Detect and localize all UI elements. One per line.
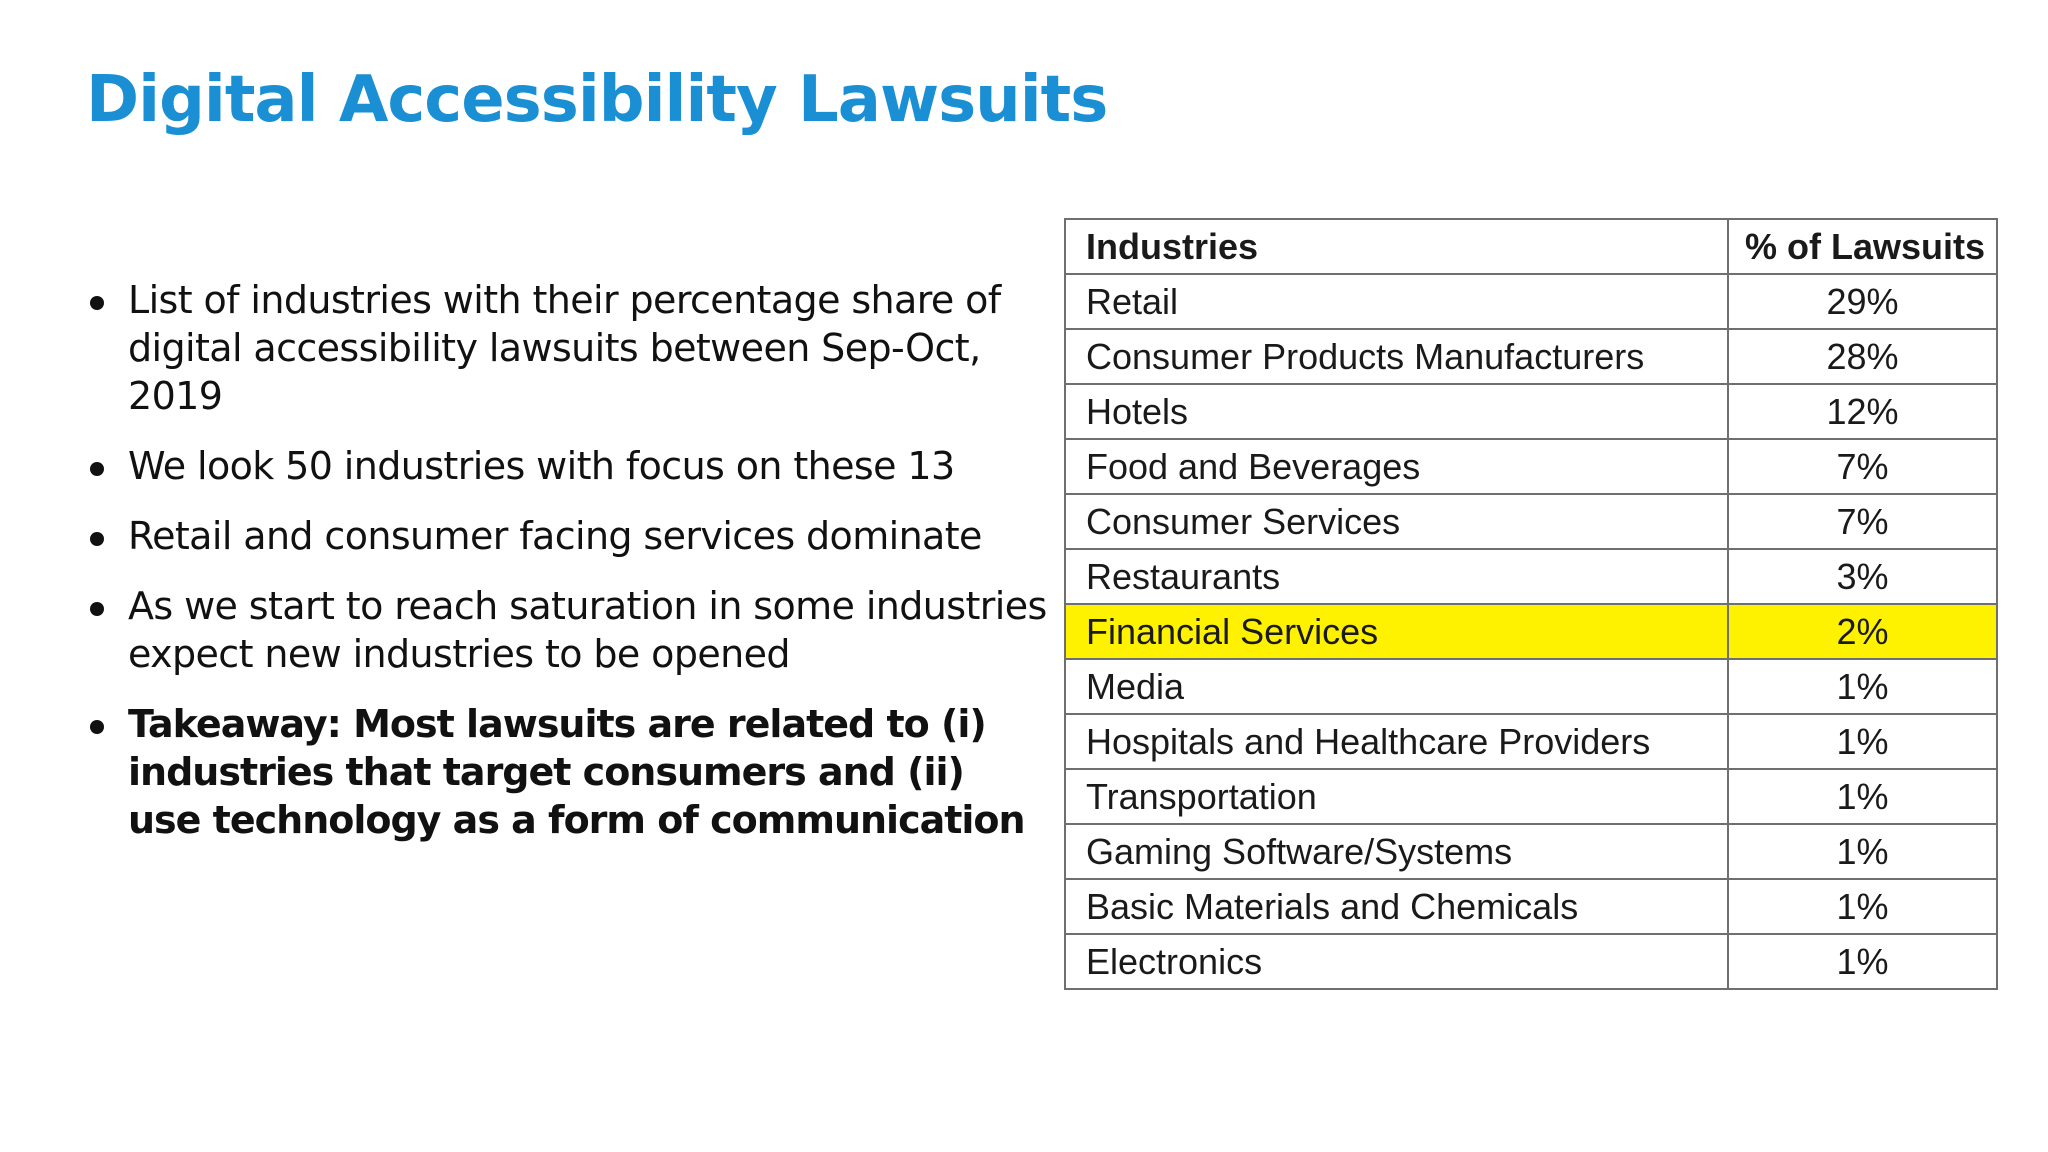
industry-cell: Consumer Products Manufacturers [1064,328,1729,385]
bullet-list: List of industries with their percentage… [88,276,1048,866]
table-row: Hospitals and Healthcare Providers 1% [1064,713,1998,770]
percent-cell: 7% [1727,493,1998,550]
percent-cell: 28% [1727,328,1998,385]
slide-title: Digital Accessibility Lawsuits [86,63,1108,137]
percent-cell: 3% [1727,548,1998,605]
industry-cell: Media [1064,658,1729,715]
header-percent: % of Lawsuits [1727,218,1998,275]
table-row: Hotels 12% [1064,383,1998,440]
industry-cell: Restaurants [1064,548,1729,605]
percent-cell: 1% [1727,823,1998,880]
industry-cell: Financial Services [1064,603,1729,660]
industry-cell: Consumer Services [1064,493,1729,550]
industry-cell: Electronics [1064,933,1729,990]
percent-cell: 7% [1727,438,1998,495]
table-row: Retail 29% [1064,273,1998,330]
industry-cell: Food and Beverages [1064,438,1729,495]
percent-cell: 29% [1727,273,1998,330]
percent-cell: 2% [1727,603,1998,660]
table-header-row: Industries % of Lawsuits [1064,218,1998,275]
table-row: Electronics 1% [1064,933,1998,990]
industry-cell: Hospitals and Healthcare Providers [1064,713,1729,770]
table-row: Consumer Products Manufacturers 28% [1064,328,1998,385]
industry-cell: Transportation [1064,768,1729,825]
table-row: Restaurants 3% [1064,548,1998,605]
percent-cell: 1% [1727,768,1998,825]
lawsuits-table-container: Industries % of Lawsuits Retail 29% Cons… [1064,218,1998,990]
bullet-item: Retail and consumer facing services domi… [88,512,1048,560]
table-row: Transportation 1% [1064,768,1998,825]
bullet-item: List of industries with their percentage… [88,276,1048,420]
percent-cell: 12% [1727,383,1998,440]
percent-cell: 1% [1727,878,1998,935]
bullet-item: As we start to reach saturation in some … [88,582,1048,678]
percent-cell: 1% [1727,658,1998,715]
industry-cell: Gaming Software/Systems [1064,823,1729,880]
lawsuits-table: Industries % of Lawsuits Retail 29% Cons… [1064,218,1998,990]
takeaway-bullet: Takeaway: Most lawsuits are related to (… [88,700,1048,844]
bullet-item: We look 50 industries with focus on thes… [88,442,1048,490]
percent-cell: 1% [1727,933,1998,990]
industry-cell: Retail [1064,273,1729,330]
percent-cell: 1% [1727,713,1998,770]
table-row: Basic Materials and Chemicals 1% [1064,878,1998,935]
highlighted-table-row: Financial Services 2% [1064,603,1998,660]
table-row: Gaming Software/Systems 1% [1064,823,1998,880]
industry-cell: Basic Materials and Chemicals [1064,878,1729,935]
table-row: Media 1% [1064,658,1998,715]
table-row: Food and Beverages 7% [1064,438,1998,495]
header-industries: Industries [1064,218,1729,275]
table-row: Consumer Services 7% [1064,493,1998,550]
industry-cell: Hotels [1064,383,1729,440]
